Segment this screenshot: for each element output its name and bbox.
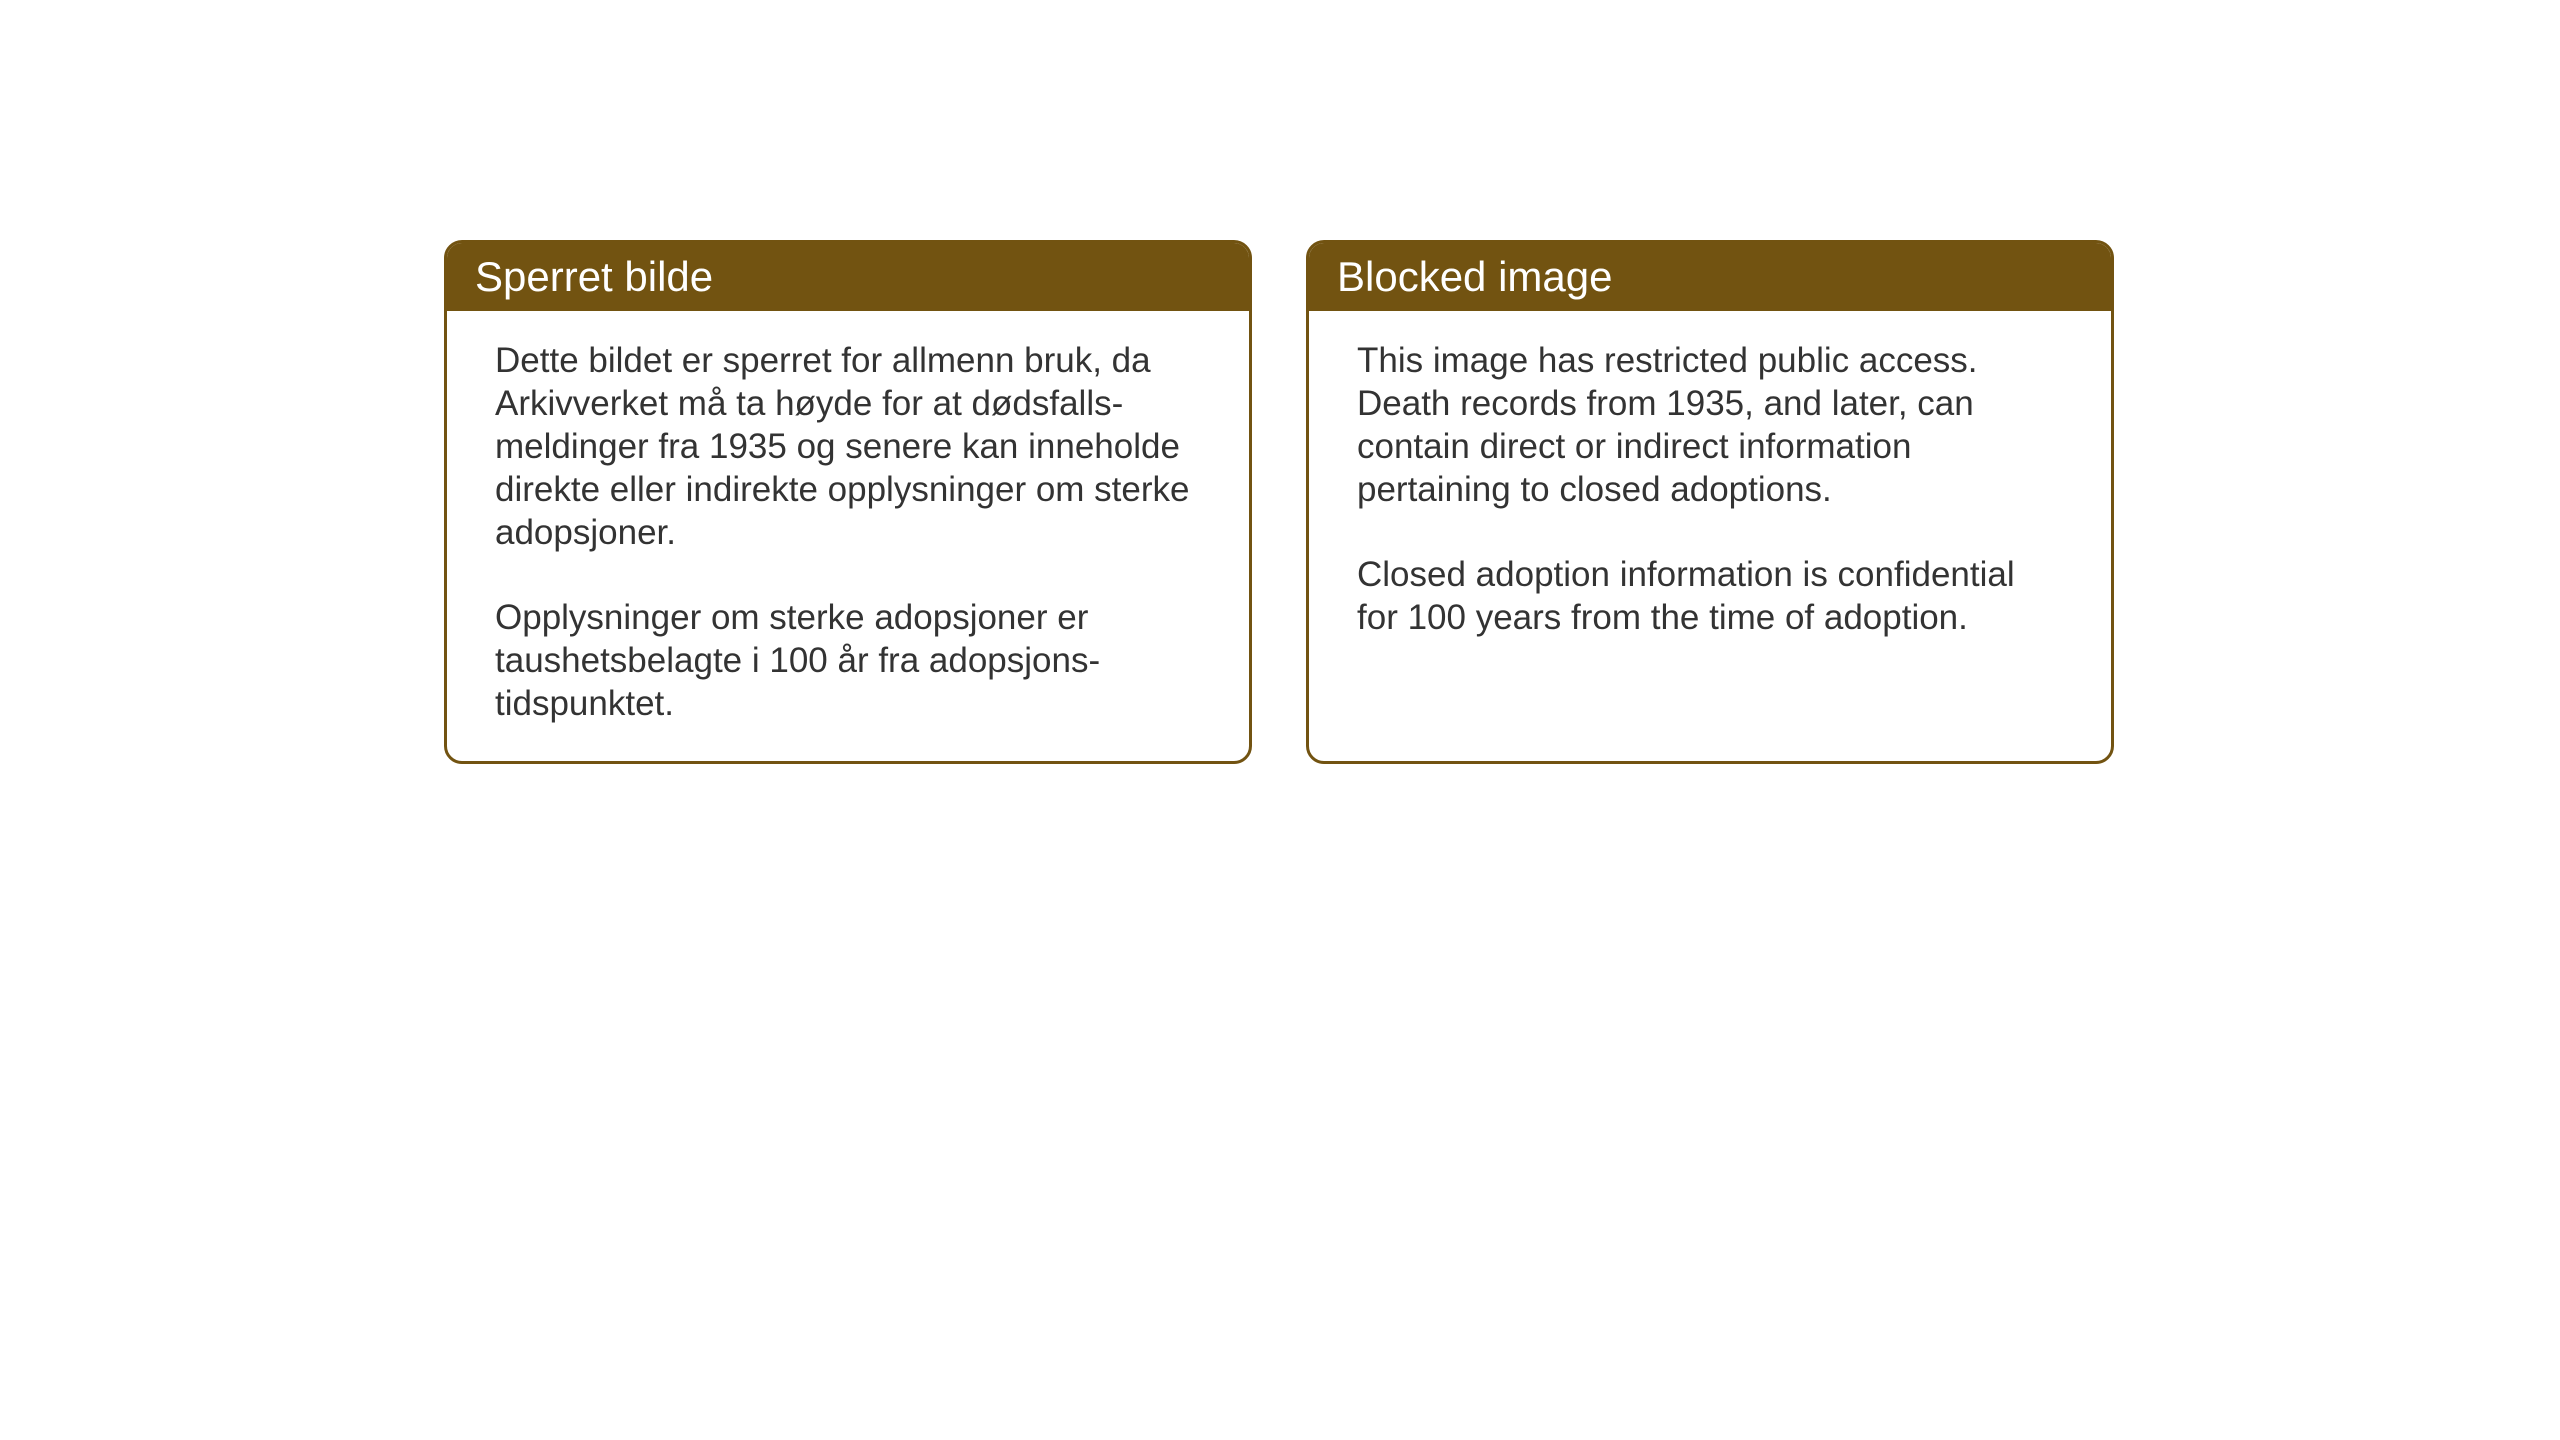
card-english: Blocked image This image has restricted … — [1306, 240, 2114, 764]
card-norwegian-paragraph-1: Dette bildet er sperret for allmenn bruk… — [495, 339, 1201, 554]
card-norwegian-body: Dette bildet er sperret for allmenn bruk… — [447, 311, 1249, 761]
card-norwegian: Sperret bilde Dette bildet er sperret fo… — [444, 240, 1252, 764]
card-norwegian-paragraph-2: Opplysninger om sterke adopsjoner er tau… — [495, 596, 1201, 725]
card-english-body: This image has restricted public access.… — [1309, 311, 2111, 675]
card-english-paragraph-1: This image has restricted public access.… — [1357, 339, 2063, 511]
card-english-header: Blocked image — [1309, 243, 2111, 311]
card-norwegian-header: Sperret bilde — [447, 243, 1249, 311]
cards-container: Sperret bilde Dette bildet er sperret fo… — [444, 240, 2114, 764]
card-english-paragraph-2: Closed adoption information is confident… — [1357, 553, 2063, 639]
